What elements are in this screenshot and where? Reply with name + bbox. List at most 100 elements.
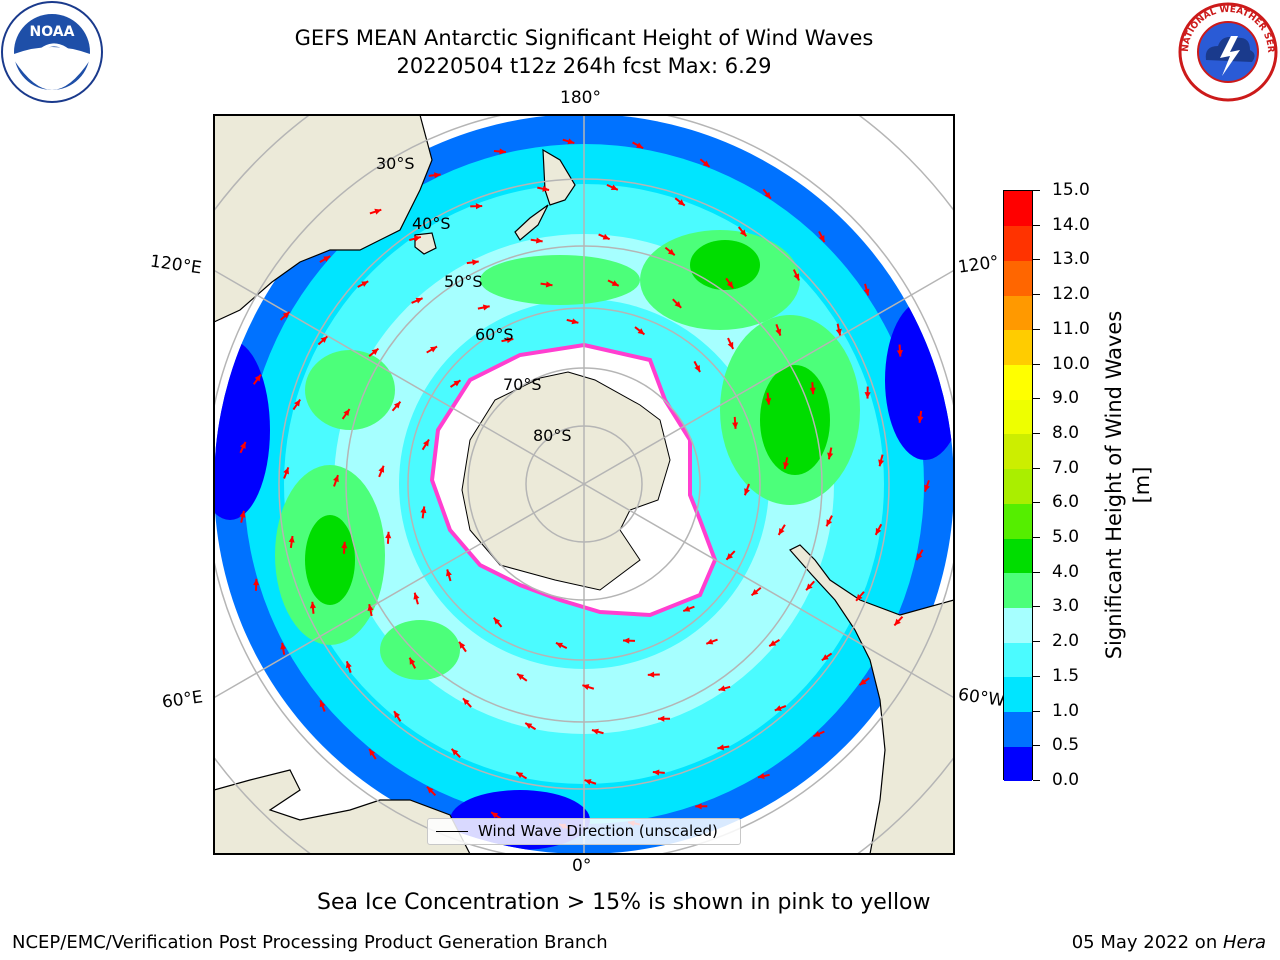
wave-arrow-head — [582, 684, 590, 690]
wave-arrow-head — [765, 398, 772, 405]
wave-arrow-head — [809, 387, 816, 395]
wave-arrow-head — [769, 640, 777, 647]
graticule — [214, 115, 954, 854]
wave-arrow-head — [394, 711, 401, 719]
colorbar — [1003, 190, 1033, 782]
colorbar-tick-mark — [1033, 467, 1040, 469]
wave-arrow-head — [674, 301, 682, 308]
colorbar-segment — [1004, 607, 1032, 643]
wave-arrow-head — [319, 700, 326, 708]
wave-arrow-head — [636, 142, 644, 149]
wave-arrow-head — [459, 641, 466, 649]
wave-arrow-head — [369, 748, 376, 756]
wave-arrow-head — [637, 328, 645, 335]
wave-arrow-head — [361, 281, 369, 287]
caption: Sea Ice Concentration > 15% is shown in … — [317, 890, 931, 915]
wave-arrow-head — [280, 642, 287, 650]
wave-arrow-head — [683, 605, 691, 612]
colorbar-tick-label: 2.0 — [1052, 631, 1080, 652]
colorbar-segment — [1004, 503, 1032, 539]
colorbar-tick-label: 12.0 — [1052, 284, 1090, 305]
colorbar-tick-mark — [1033, 502, 1040, 504]
wave-arrow-head — [726, 281, 734, 289]
wave-arrow-head — [239, 510, 246, 518]
colorbar-tick-label: 4.0 — [1052, 561, 1080, 582]
colorbar-tick-mark — [1033, 224, 1040, 226]
wave-patch — [305, 515, 355, 605]
colorbar-tick-mark — [1033, 641, 1040, 643]
wave-arrow-head — [446, 569, 452, 577]
colorbar-segment — [1004, 329, 1032, 366]
nws-logo-icon: NATIONAL WEATHER SERVICE — [1176, 0, 1278, 102]
colorbar-tick-mark — [1033, 745, 1040, 747]
wave-arrow-head — [343, 409, 350, 417]
colorbar-tick-label: 0.0 — [1052, 770, 1080, 790]
wave-arrow-head — [282, 311, 290, 319]
colorbar-tick-mark — [1033, 432, 1040, 434]
wave-patch — [690, 240, 760, 290]
colorbar-segment — [1004, 225, 1032, 261]
wave-arrow-head — [535, 237, 543, 244]
colorbar-segment — [1004, 538, 1032, 574]
colorbar-tick-mark — [1033, 675, 1040, 677]
colorbar-title: Significant Height of Wind Waves [m] — [1102, 310, 1154, 660]
wave-arrow-head — [371, 348, 379, 355]
lon-label-180: 180° — [560, 88, 601, 108]
wave-arrow-head — [374, 208, 382, 215]
colorbar-segment — [1004, 468, 1032, 504]
wave-arrow-head — [793, 273, 800, 281]
footer-credit: NCEP/EMC/Verification Post Processing Pr… — [12, 932, 608, 953]
wave-patch — [305, 350, 395, 430]
colorbar-tick-mark — [1033, 537, 1040, 539]
wave-arrow-head — [667, 248, 675, 256]
wave-arrow-head — [482, 304, 490, 311]
wave-arrow-head — [378, 465, 385, 473]
wave-arrow-head — [345, 661, 352, 669]
wave-arrow-head — [916, 553, 923, 561]
colorbar-tick-mark — [1033, 363, 1040, 365]
wave-arrow-head — [451, 748, 459, 756]
lat-label-80s: 80°S — [533, 426, 572, 445]
wave-arrow-head — [717, 744, 725, 751]
wave-arrow-head — [517, 673, 525, 680]
wave-arrow-head — [677, 199, 685, 206]
wave-arrow-head — [806, 583, 813, 591]
footer-date: 05 May 2022 on Hera — [1072, 932, 1266, 953]
colorbar-segment — [1004, 295, 1032, 331]
colorbar-segment — [1004, 399, 1032, 435]
colorbar-tick-label: 14.0 — [1052, 214, 1090, 235]
colorbar-tick-mark — [1033, 398, 1040, 400]
wave-arrow-head — [894, 618, 901, 626]
wave-arrow-head — [323, 256, 331, 262]
colorbar-tick-mark — [1033, 190, 1040, 191]
wave-arrow-head — [658, 715, 665, 722]
wave-arrow-head — [385, 531, 392, 539]
wave-arrow-head — [475, 203, 483, 210]
wave-arrow-head — [413, 235, 421, 242]
wave-arrow-head — [413, 592, 420, 600]
colorbar-tick-label: 7.0 — [1052, 457, 1080, 478]
wave-arrow-head — [283, 467, 289, 475]
wave-arrow-head — [434, 172, 441, 179]
wave-arrow-head — [584, 779, 592, 785]
wave-arrow-head — [420, 506, 427, 514]
wave-arrow-head — [491, 812, 499, 819]
chart-subtitle: 20220504 t12z 264h fcst Max: 6.29 — [396, 54, 772, 78]
colorbar-segment — [1004, 260, 1032, 296]
wave-arrow-head — [744, 488, 750, 496]
wave-arrow-head — [240, 441, 246, 449]
wave-arrow-head — [415, 297, 423, 304]
wave-arrow-head — [695, 803, 702, 810]
colorbar-tick-label: 11.0 — [1052, 318, 1090, 339]
wave-arrow-head — [516, 772, 524, 779]
wave-arrow-head — [726, 553, 733, 560]
wave-arrow-head — [253, 578, 260, 586]
colorbar-tick-mark — [1033, 571, 1040, 573]
colorbar-segment — [1004, 642, 1032, 678]
wave-arrow-head — [718, 685, 726, 692]
lat-label-60s: 60°S — [475, 325, 514, 344]
legend-label: Wind Wave Direction (unscaled) — [478, 822, 718, 840]
wave-patch — [760, 365, 830, 475]
colorbar-tick-label: 6.0 — [1052, 492, 1080, 513]
wave-arrow-head — [525, 723, 533, 729]
